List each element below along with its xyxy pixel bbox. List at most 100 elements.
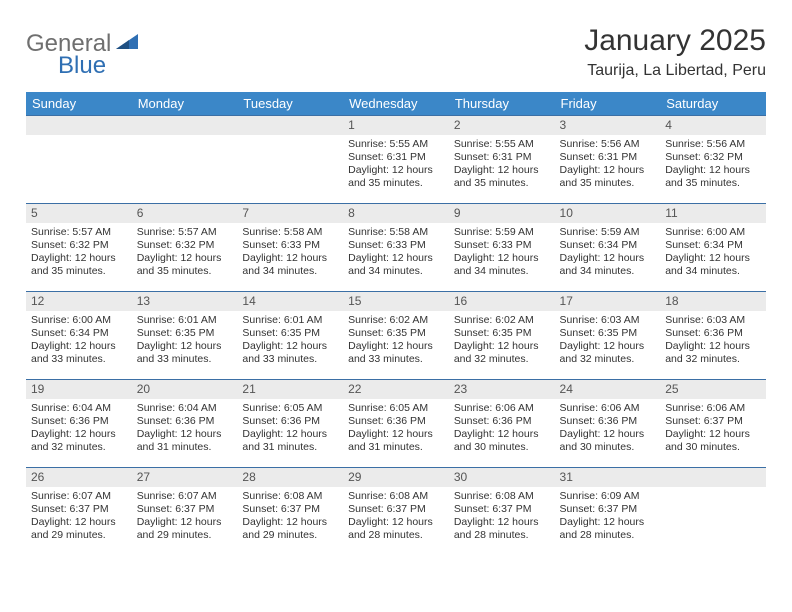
daylight-line: Daylight: 12 hours and 29 minutes.	[137, 516, 233, 542]
day-body: Sunrise: 6:08 AMSunset: 6:37 PMDaylight:…	[449, 487, 555, 546]
calendar-day-cell: 4Sunrise: 5:56 AMSunset: 6:32 PMDaylight…	[660, 116, 766, 204]
sunrise-line: Sunrise: 5:58 AM	[348, 226, 444, 239]
calendar-day-cell	[26, 116, 132, 204]
daylight-line: Daylight: 12 hours and 31 minutes.	[348, 428, 444, 454]
day-number: 24	[555, 380, 661, 399]
calendar-day-cell: 3Sunrise: 5:56 AMSunset: 6:31 PMDaylight…	[555, 116, 661, 204]
calendar-body: 1Sunrise: 5:55 AMSunset: 6:31 PMDaylight…	[26, 116, 766, 556]
sunset-line: Sunset: 6:37 PM	[454, 503, 550, 516]
calendar-week-row: 19Sunrise: 6:04 AMSunset: 6:36 PMDayligh…	[26, 380, 766, 468]
sunset-line: Sunset: 6:33 PM	[348, 239, 444, 252]
sunrise-line: Sunrise: 5:55 AM	[454, 138, 550, 151]
daylight-line: Daylight: 12 hours and 33 minutes.	[137, 340, 233, 366]
day-body: Sunrise: 6:05 AMSunset: 6:36 PMDaylight:…	[237, 399, 343, 458]
day-body: Sunrise: 6:05 AMSunset: 6:36 PMDaylight:…	[343, 399, 449, 458]
daylight-line: Daylight: 12 hours and 30 minutes.	[560, 428, 656, 454]
daylight-line: Daylight: 12 hours and 35 minutes.	[665, 164, 761, 190]
sunset-line: Sunset: 6:37 PM	[242, 503, 338, 516]
daylight-line: Daylight: 12 hours and 30 minutes.	[454, 428, 550, 454]
day-body: Sunrise: 6:03 AMSunset: 6:35 PMDaylight:…	[555, 311, 661, 370]
sunrise-line: Sunrise: 5:59 AM	[454, 226, 550, 239]
day-body: Sunrise: 5:55 AMSunset: 6:31 PMDaylight:…	[449, 135, 555, 194]
day-number: 12	[26, 292, 132, 311]
day-body: Sunrise: 6:09 AMSunset: 6:37 PMDaylight:…	[555, 487, 661, 546]
daylight-line: Daylight: 12 hours and 28 minutes.	[348, 516, 444, 542]
sunset-line: Sunset: 6:37 PM	[31, 503, 127, 516]
sunset-line: Sunset: 6:36 PM	[137, 415, 233, 428]
day-body: Sunrise: 6:03 AMSunset: 6:36 PMDaylight:…	[660, 311, 766, 370]
sunset-line: Sunset: 6:35 PM	[242, 327, 338, 340]
day-number: 15	[343, 292, 449, 311]
day-body: Sunrise: 6:06 AMSunset: 6:36 PMDaylight:…	[555, 399, 661, 458]
calendar-day-cell: 7Sunrise: 5:58 AMSunset: 6:33 PMDaylight…	[237, 204, 343, 292]
day-body: Sunrise: 6:07 AMSunset: 6:37 PMDaylight:…	[132, 487, 238, 546]
day-body: Sunrise: 6:06 AMSunset: 6:37 PMDaylight:…	[660, 399, 766, 458]
daylight-line: Daylight: 12 hours and 34 minutes.	[242, 252, 338, 278]
sunset-line: Sunset: 6:31 PM	[348, 151, 444, 164]
sunset-line: Sunset: 6:37 PM	[665, 415, 761, 428]
day-body: Sunrise: 5:59 AMSunset: 6:34 PMDaylight:…	[555, 223, 661, 282]
calendar-day-cell: 2Sunrise: 5:55 AMSunset: 6:31 PMDaylight…	[449, 116, 555, 204]
day-body: Sunrise: 5:58 AMSunset: 6:33 PMDaylight:…	[343, 223, 449, 282]
day-body: Sunrise: 5:57 AMSunset: 6:32 PMDaylight:…	[132, 223, 238, 282]
day-number: 26	[26, 468, 132, 487]
calendar-day-cell: 18Sunrise: 6:03 AMSunset: 6:36 PMDayligh…	[660, 292, 766, 380]
day-number: 22	[343, 380, 449, 399]
sunset-line: Sunset: 6:34 PM	[560, 239, 656, 252]
calendar-day-cell: 26Sunrise: 6:07 AMSunset: 6:37 PMDayligh…	[26, 468, 132, 556]
day-body: Sunrise: 6:08 AMSunset: 6:37 PMDaylight:…	[237, 487, 343, 546]
calendar-day-cell: 31Sunrise: 6:09 AMSunset: 6:37 PMDayligh…	[555, 468, 661, 556]
sunrise-line: Sunrise: 6:06 AM	[560, 402, 656, 415]
sunset-line: Sunset: 6:35 PM	[454, 327, 550, 340]
sunrise-line: Sunrise: 6:04 AM	[137, 402, 233, 415]
sunrise-line: Sunrise: 6:01 AM	[242, 314, 338, 327]
sunrise-line: Sunrise: 6:06 AM	[454, 402, 550, 415]
day-number: 4	[660, 116, 766, 135]
sunrise-line: Sunrise: 5:59 AM	[560, 226, 656, 239]
sunset-line: Sunset: 6:35 PM	[560, 327, 656, 340]
calendar-day-cell: 17Sunrise: 6:03 AMSunset: 6:35 PMDayligh…	[555, 292, 661, 380]
day-header: Friday	[555, 92, 661, 116]
calendar-day-cell: 28Sunrise: 6:08 AMSunset: 6:37 PMDayligh…	[237, 468, 343, 556]
daylight-line: Daylight: 12 hours and 35 minutes.	[137, 252, 233, 278]
sunrise-line: Sunrise: 6:08 AM	[348, 490, 444, 503]
day-body: Sunrise: 5:57 AMSunset: 6:32 PMDaylight:…	[26, 223, 132, 282]
day-body: Sunrise: 6:08 AMSunset: 6:37 PMDaylight:…	[343, 487, 449, 546]
daylight-line: Daylight: 12 hours and 31 minutes.	[137, 428, 233, 454]
calendar-day-cell: 23Sunrise: 6:06 AMSunset: 6:36 PMDayligh…	[449, 380, 555, 468]
sunset-line: Sunset: 6:33 PM	[242, 239, 338, 252]
day-number: 9	[449, 204, 555, 223]
calendar-day-cell: 19Sunrise: 6:04 AMSunset: 6:36 PMDayligh…	[26, 380, 132, 468]
day-header: Tuesday	[237, 92, 343, 116]
calendar-day-cell: 27Sunrise: 6:07 AMSunset: 6:37 PMDayligh…	[132, 468, 238, 556]
sunrise-line: Sunrise: 6:08 AM	[242, 490, 338, 503]
calendar-day-cell: 25Sunrise: 6:06 AMSunset: 6:37 PMDayligh…	[660, 380, 766, 468]
day-header: Sunday	[26, 92, 132, 116]
sunset-line: Sunset: 6:36 PM	[242, 415, 338, 428]
sunrise-line: Sunrise: 6:08 AM	[454, 490, 550, 503]
day-body: Sunrise: 6:00 AMSunset: 6:34 PMDaylight:…	[26, 311, 132, 370]
sunset-line: Sunset: 6:36 PM	[560, 415, 656, 428]
calendar-day-cell: 20Sunrise: 6:04 AMSunset: 6:36 PMDayligh…	[132, 380, 238, 468]
day-body: Sunrise: 6:00 AMSunset: 6:34 PMDaylight:…	[660, 223, 766, 282]
calendar-day-cell: 13Sunrise: 6:01 AMSunset: 6:35 PMDayligh…	[132, 292, 238, 380]
sunset-line: Sunset: 6:33 PM	[454, 239, 550, 252]
day-number: 2	[449, 116, 555, 135]
sunrise-line: Sunrise: 6:09 AM	[560, 490, 656, 503]
sunset-line: Sunset: 6:34 PM	[665, 239, 761, 252]
day-body: Sunrise: 6:02 AMSunset: 6:35 PMDaylight:…	[449, 311, 555, 370]
day-body: Sunrise: 5:56 AMSunset: 6:31 PMDaylight:…	[555, 135, 661, 194]
day-number	[26, 116, 132, 135]
day-number: 8	[343, 204, 449, 223]
daylight-line: Daylight: 12 hours and 29 minutes.	[242, 516, 338, 542]
daylight-line: Daylight: 12 hours and 35 minutes.	[31, 252, 127, 278]
daylight-line: Daylight: 12 hours and 32 minutes.	[665, 340, 761, 366]
calendar-day-cell: 1Sunrise: 5:55 AMSunset: 6:31 PMDaylight…	[343, 116, 449, 204]
logo-text-blue: Blue	[58, 52, 106, 79]
day-number: 30	[449, 468, 555, 487]
day-body: Sunrise: 6:04 AMSunset: 6:36 PMDaylight:…	[26, 399, 132, 458]
day-header: Wednesday	[343, 92, 449, 116]
sunset-line: Sunset: 6:35 PM	[137, 327, 233, 340]
day-number: 10	[555, 204, 661, 223]
day-header: Monday	[132, 92, 238, 116]
